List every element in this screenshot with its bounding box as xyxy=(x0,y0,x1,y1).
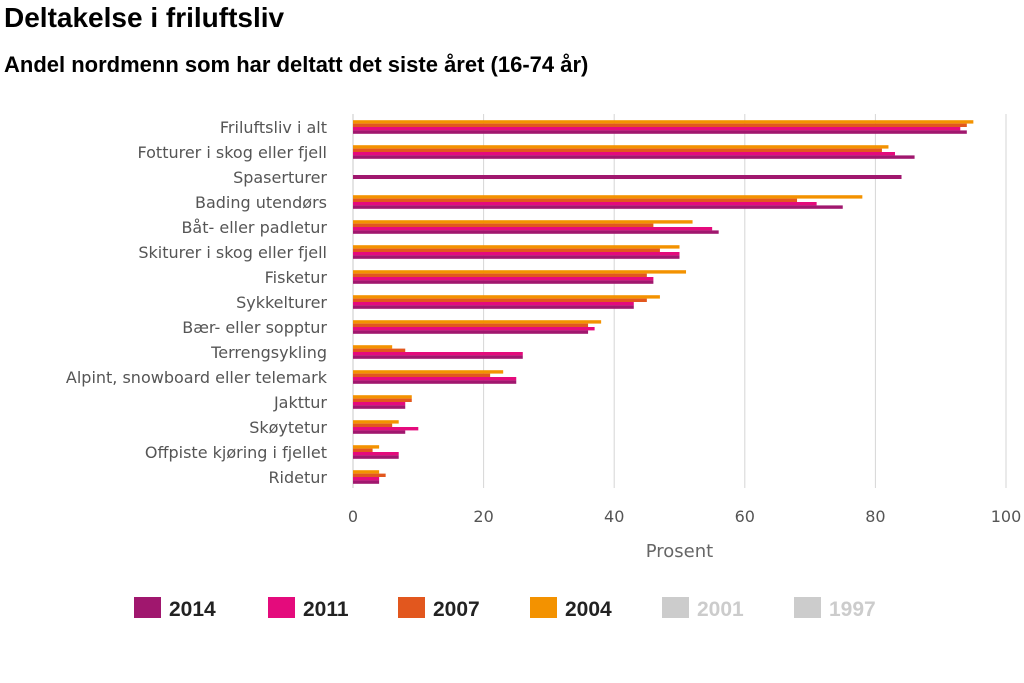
bar-2004-skiturer-i-skog-eller-fjell xyxy=(353,245,680,249)
category-label-offpiste-kjøring-i-fjellet: Offpiste kjøring i fjellet xyxy=(145,443,327,462)
bar-2007-bading-utendørs xyxy=(353,198,798,202)
legend-swatch-2004[interactable] xyxy=(530,597,557,618)
bar-2004-jakttur xyxy=(353,395,412,399)
bar-2007-terrengsykling xyxy=(353,348,406,352)
bar-2004-terrengsykling xyxy=(353,345,393,349)
bar-2007-skiturer-i-skog-eller-fjell xyxy=(353,248,660,252)
bar-2007-friluftsliv-i-alt xyxy=(353,123,967,127)
bar-2014-bading-utendørs xyxy=(353,205,843,209)
bar-2004-fotturer-i-skog-eller-fjell xyxy=(353,145,889,149)
bar-2004-bading-utendørs xyxy=(353,195,863,199)
bars xyxy=(353,120,974,484)
x-tick-label-60: 60 xyxy=(735,507,755,526)
legend: 2014 2011 2007 2004 2001 1997 xyxy=(134,597,876,621)
bar-2014-alpint-snowboard-eller-telemark xyxy=(353,380,517,384)
chart-subtitle: Andel nordmenn som har deltatt det siste… xyxy=(4,52,589,77)
bar-2004-bær-eller-sopptur xyxy=(353,320,602,324)
legend-label-2007[interactable]: 2007 xyxy=(433,598,480,621)
category-label-fisketur: Fisketur xyxy=(265,268,328,287)
category-label-skiturer-i-skog-eller-fjell: Skiturer i skog eller fjell xyxy=(138,243,327,262)
bar-2007-fotturer-i-skog-eller-fjell xyxy=(353,148,882,152)
x-axis-title: Prosent xyxy=(646,541,713,562)
chart-title: Deltakelse i friluftsliv xyxy=(4,2,285,33)
category-label-skøytetur: Skøytetur xyxy=(249,418,327,437)
bar-2004-fisketur xyxy=(353,270,687,274)
x-tick-label-20: 20 xyxy=(473,507,493,526)
bar-2007-fisketur xyxy=(353,273,647,277)
bar-2011-alpint-snowboard-eller-telemark xyxy=(353,377,517,381)
legend-label-2011[interactable]: 2011 xyxy=(303,598,349,621)
bar-2011-skiturer-i-skog-eller-fjell xyxy=(353,252,680,256)
bar-2011-jakttur xyxy=(353,402,406,406)
bar-2014-friluftsliv-i-alt xyxy=(353,130,967,134)
legend-swatch-2011[interactable] xyxy=(268,597,295,618)
category-labels: Friluftsliv i alt Fotturer i skog eller f… xyxy=(66,118,328,487)
bar-2007-bær-eller-sopptur xyxy=(353,323,589,327)
bar-2011-ridetur xyxy=(353,477,380,481)
bar-2004-skøytetur xyxy=(353,420,399,424)
legend-label-2014[interactable]: 2014 xyxy=(169,598,216,621)
bar-2007-sykkelturer xyxy=(353,298,647,302)
bar-2014-skiturer-i-skog-eller-fjell xyxy=(353,255,680,259)
category-label-friluftsliv-i-alt: Friluftsliv i alt xyxy=(220,118,327,137)
bar-2014-fotturer-i-skog-eller-fjell xyxy=(353,155,915,159)
bar-2011-fotturer-i-skog-eller-fjell xyxy=(353,152,895,156)
x-tick-label-80: 80 xyxy=(865,507,885,526)
bar-2011-offpiste-kjøring-i-fjellet xyxy=(353,452,399,456)
category-label-bading-utendørs: Bading utendørs xyxy=(195,193,327,212)
category-label-sykkelturer: Sykkelturer xyxy=(236,293,327,312)
bar-2011-terrengsykling xyxy=(353,352,523,356)
x-tick-label-40: 40 xyxy=(604,507,624,526)
bar-2004-båt-eller-padletur xyxy=(353,220,693,224)
bar-2014-bær-eller-sopptur xyxy=(353,330,589,334)
bar-2011-båt-eller-padletur xyxy=(353,227,713,231)
bar-2007-alpint-snowboard-eller-telemark xyxy=(353,373,491,377)
bar-2007-offpiste-kjøring-i-fjellet xyxy=(353,448,373,452)
legend-label-2004[interactable]: 2004 xyxy=(565,598,612,621)
legend-label-2001[interactable]: 2001 xyxy=(697,598,744,621)
bar-2014-båt-eller-padletur xyxy=(353,230,719,234)
bar-2007-jakttur xyxy=(353,398,412,402)
bar-2014-ridetur xyxy=(353,480,380,484)
legend-swatch-2007[interactable] xyxy=(398,597,425,618)
bar-2014-sykkelturer xyxy=(353,305,634,309)
bar-2014-jakttur xyxy=(353,405,406,409)
legend-swatch-1997[interactable] xyxy=(794,597,821,618)
legend-swatch-2014[interactable] xyxy=(134,597,161,618)
bar-2011-sykkelturer xyxy=(353,302,634,306)
category-label-båt-eller-padletur: Båt- eller padletur xyxy=(181,218,327,237)
x-tick-label-0: 0 xyxy=(348,507,358,526)
bar-2004-friluftsliv-i-alt xyxy=(353,120,974,124)
bar-2004-alpint-snowboard-eller-telemark xyxy=(353,370,504,374)
category-label-ridetur: Ridetur xyxy=(268,468,327,487)
category-label-terrengsykling: Terrengsykling xyxy=(210,343,327,362)
bar-2011-bær-eller-sopptur xyxy=(353,327,595,331)
legend-label-1997[interactable]: 1997 xyxy=(829,598,876,621)
bar-2014-skøytetur xyxy=(353,430,406,434)
bar-2011-fisketur xyxy=(353,277,654,281)
bar-2014-fisketur xyxy=(353,280,654,284)
bar-2011-skøytetur xyxy=(353,427,419,431)
category-label-fotturer-i-skog-eller-fjell: Fotturer i skog eller fjell xyxy=(138,143,328,162)
category-label-bær-eller-sopptur: Bær- eller sopptur xyxy=(182,318,327,337)
bar-2011-friluftsliv-i-alt xyxy=(353,127,961,131)
bar-2014-terrengsykling xyxy=(353,355,523,359)
bar-2007-ridetur xyxy=(353,473,386,477)
bar-2007-skøytetur xyxy=(353,423,393,427)
bar-2014-spaserturer xyxy=(353,175,902,179)
bar-2014-offpiste-kjøring-i-fjellet xyxy=(353,455,399,459)
category-label-jakttur: Jakttur xyxy=(273,393,327,412)
x-tick-label-100: 100 xyxy=(991,507,1022,526)
bar-2004-offpiste-kjøring-i-fjellet xyxy=(353,445,380,449)
bar-2007-båt-eller-padletur xyxy=(353,223,654,227)
bar-2011-bading-utendørs xyxy=(353,202,817,206)
bar-2004-ridetur xyxy=(353,470,380,474)
bar-2004-sykkelturer xyxy=(353,295,660,299)
legend-swatch-2001[interactable] xyxy=(662,597,689,618)
category-label-alpint-snowboard-eller-telemark: Alpint, snowboard eller telemark xyxy=(66,368,328,387)
x-tick-labels: 0 20 40 60 80 100 xyxy=(348,507,1021,526)
category-label-spaserturer: Spaserturer xyxy=(233,168,327,187)
